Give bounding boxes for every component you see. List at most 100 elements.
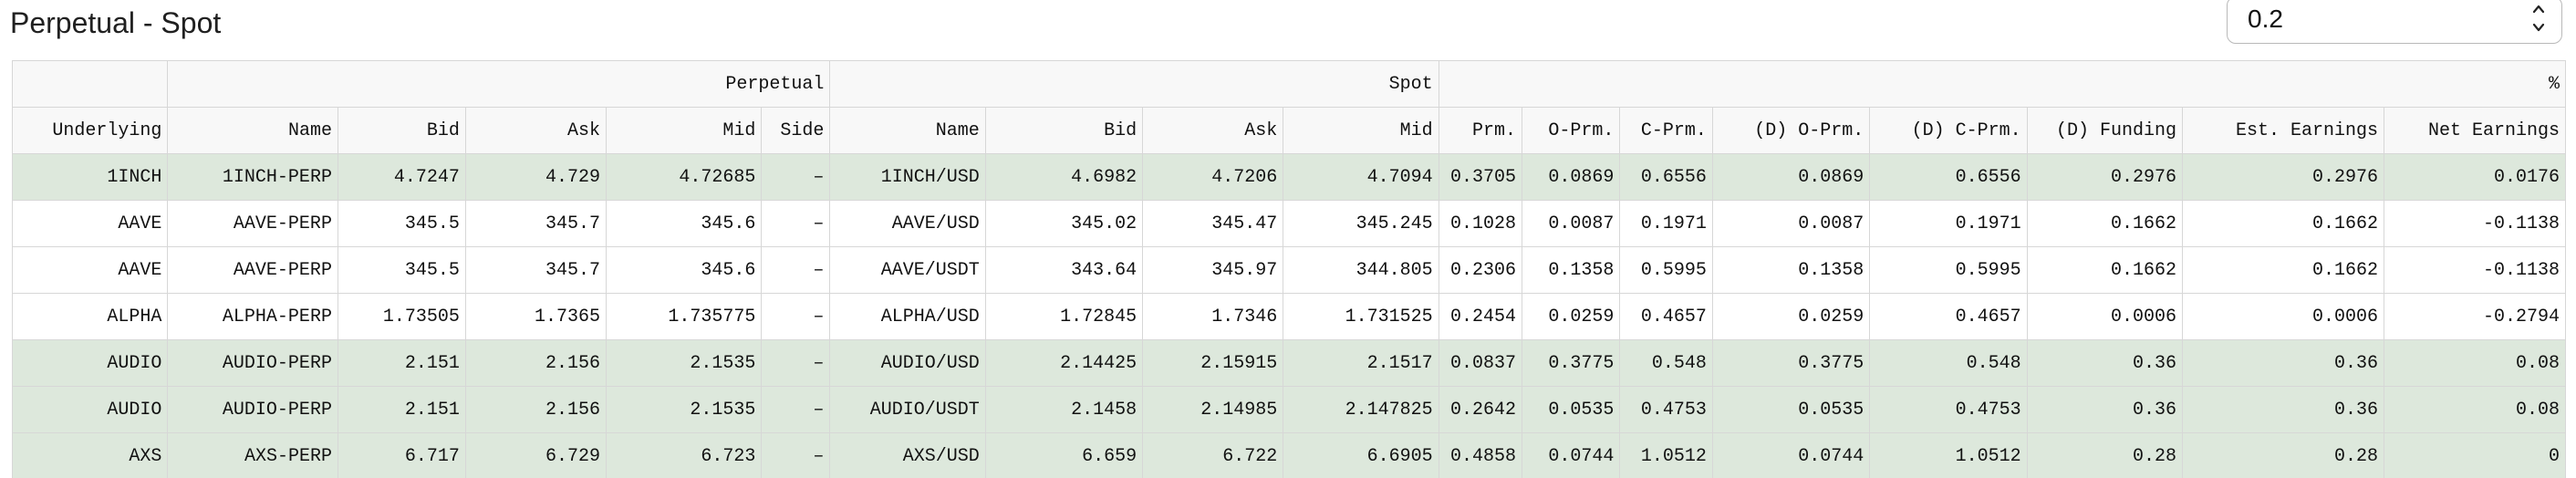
column-header-d-o-prm[interactable]: (D) O-Prm. [1711, 107, 1871, 154]
cell-perp-ask: 345.7 [464, 246, 608, 294]
column-header-side[interactable]: Side [761, 107, 831, 154]
cell-spot-bid: 1.72845 [984, 293, 1144, 340]
cell-spot-mid: 6.6905 [1283, 432, 1439, 478]
table-row[interactable]: AXS AXS-PERP 6.717 6.729 6.723– AXS/USD 6.659 6… [11, 432, 2566, 478]
cell-d-funding: 0.36 [2026, 386, 2183, 433]
column-header-underlying[interactable]: Underlying [11, 107, 169, 154]
cell-spot-bid: 2.1458 [984, 386, 1144, 433]
cell-spot-mid: 1.731525 [1283, 293, 1439, 340]
cell-perp-name: AXS-PERP [167, 432, 338, 478]
cell-spot-name: AAVE/USD [829, 200, 986, 247]
cell-spot-name: AUDIO/USDT [829, 386, 986, 433]
cell-net-earnings: 0.08 [2384, 339, 2566, 387]
cell-prm: 0.3705 [1438, 153, 1522, 201]
cell-est-earnings: 0.36 [2181, 386, 2385, 433]
cell-spot-ask: 2.14985 [1142, 386, 1284, 433]
cell-d-c-prm: 0.4753 [1869, 386, 2028, 433]
threshold-input[interactable] [2229, 0, 2540, 39]
cell-d-funding: 0.2976 [2026, 153, 2183, 201]
threshold-spinner[interactable] [2529, 1, 2549, 37]
column-header-spot-bid[interactable]: Bid [984, 107, 1144, 154]
cell-underlying: AUDIO [11, 386, 169, 433]
cell-perp-name: AAVE-PERP [167, 246, 338, 294]
table-row[interactable]: AAVE AAVE-PERP 345.5 345.7 345.6– AAVE/USD 345… [11, 200, 2566, 247]
table-row[interactable]: 1INCH 1INCH-PERP 4.7247 4.729 4.72685–1INCH/… [11, 153, 2566, 201]
cell-spot-name: 1INCH/USD [829, 153, 986, 201]
cell-prm: 0.4858 [1438, 432, 1522, 478]
table-row[interactable]: ALPHA ALPHA-PERP 1.73505 1.7365 1.735775– ALP… [11, 293, 2566, 340]
cell-perp-mid: 2.1535 [606, 339, 763, 387]
cell-spot-ask: 345.47 [1142, 200, 1284, 247]
cell-spot-mid: 345.245 [1283, 200, 1439, 247]
cell-d-c-prm: 0.1971 [1869, 200, 2028, 247]
column-header-spot-ask[interactable]: Ask [1142, 107, 1284, 154]
cell-spot-name: AUDIO/USD [829, 339, 986, 387]
threshold-number-field[interactable] [2227, 0, 2562, 44]
cell-c-prm: 1.0512 [1619, 432, 1713, 478]
cell-perp-mid: 6.723 [606, 432, 763, 478]
cell-d-c-prm: 0.548 [1869, 339, 2028, 387]
cell-d-c-prm: 0.6556 [1869, 153, 2028, 201]
cell-o-prm: 0.0869 [1521, 153, 1621, 201]
cell-spot-bid: 6.659 [984, 432, 1144, 478]
table-row[interactable]: AUDIO AUDIO-PERP 2.151 2.156 2.1535– AUDIO/US… [11, 386, 2566, 433]
cell-d-o-prm: 0.3775 [1711, 339, 1871, 387]
cell-perp-ask: 6.729 [464, 432, 608, 478]
chevron-down-icon[interactable] [2530, 19, 2547, 36]
group-header-percent: % [1438, 60, 2567, 108]
cell-perp-mid: 2.1535 [606, 386, 763, 433]
column-header-d-c-prm[interactable]: (D) C-Prm. [1869, 107, 2028, 154]
cell-perp-bid: 2.151 [337, 386, 466, 433]
cell-perp-bid: 2.151 [337, 339, 466, 387]
column-header-c-prm[interactable]: C-Prm. [1619, 107, 1713, 154]
cell-side: – [761, 246, 831, 294]
cell-spot-ask: 6.722 [1142, 432, 1284, 478]
column-header-spot-name[interactable]: Name [829, 107, 986, 154]
table-row[interactable]: AAVE AAVE-PERP 345.5 345.7 345.6– AAVE/USDT 34… [11, 246, 2566, 294]
column-header-perp-bid[interactable]: Bid [337, 107, 466, 154]
chevron-up-icon[interactable] [2530, 1, 2547, 17]
table-row[interactable]: AUDIO AUDIO-PERP 2.151 2.156 2.1535– AUDIO/US… [11, 339, 2566, 387]
cell-d-o-prm: 0.0259 [1711, 293, 1871, 340]
cell-net-earnings: 0 [2384, 432, 2566, 478]
cell-spot-bid: 2.14425 [984, 339, 1144, 387]
cell-d-funding: 0.1662 [2026, 200, 2183, 247]
cell-perp-name: 1INCH-PERP [167, 153, 338, 201]
cell-perp-ask: 2.156 [464, 339, 608, 387]
column-header-est-earnings[interactable]: Est. Earnings [2181, 107, 2385, 154]
cell-underlying: AXS [11, 432, 169, 478]
cell-est-earnings: 0.28 [2181, 432, 2385, 478]
cell-d-funding: 0.1662 [2026, 246, 2183, 294]
column-header-net-earnings[interactable]: Net Earnings [2384, 107, 2566, 154]
cell-side: – [761, 293, 831, 340]
cell-spot-name: AAVE/USDT [829, 246, 986, 294]
cell-net-earnings: 0.0176 [2384, 153, 2566, 201]
cell-underlying: ALPHA [11, 293, 169, 340]
column-header-perp-name[interactable]: Name [167, 107, 338, 154]
cell-prm: 0.2642 [1438, 386, 1522, 433]
cell-spot-bid: 345.02 [984, 200, 1144, 247]
cell-spot-bid: 343.64 [984, 246, 1144, 294]
column-header-o-prm[interactable]: O-Prm. [1521, 107, 1621, 154]
cell-est-earnings: 0.0006 [2181, 293, 2385, 340]
column-header-spot-mid[interactable]: Mid [1283, 107, 1439, 154]
group-header-spot: Spot [829, 60, 1439, 108]
cell-side: – [761, 432, 831, 478]
column-header-d-funding[interactable]: (D) Funding [2026, 107, 2183, 154]
cell-prm: 0.2454 [1438, 293, 1522, 340]
cell-spot-mid: 344.805 [1283, 246, 1439, 294]
cell-c-prm: 0.4657 [1619, 293, 1713, 340]
cell-o-prm: 0.0259 [1521, 293, 1621, 340]
column-header-perp-ask[interactable]: Ask [464, 107, 608, 154]
cell-perp-mid: 4.72685 [606, 153, 763, 201]
cell-spot-name: ALPHA/USD [829, 293, 986, 340]
group-header-empty [11, 60, 169, 108]
cell-side: – [761, 153, 831, 201]
cell-o-prm: 0.0744 [1521, 432, 1621, 478]
column-header-prm[interactable]: Prm. [1438, 107, 1522, 154]
cell-side: – [761, 339, 831, 387]
cell-spot-ask: 345.97 [1142, 246, 1284, 294]
cell-perp-bid: 345.5 [337, 200, 466, 247]
column-header-perp-mid[interactable]: Mid [606, 107, 763, 154]
cell-perp-mid: 345.6 [606, 246, 763, 294]
